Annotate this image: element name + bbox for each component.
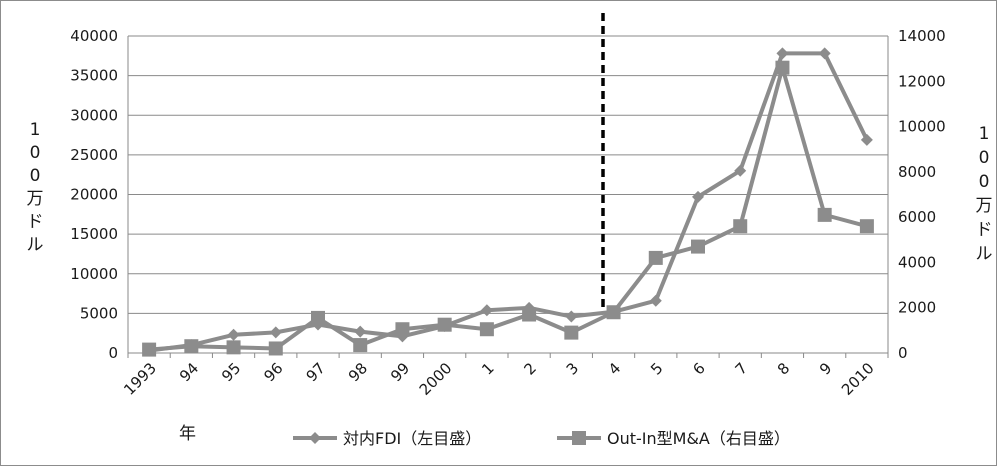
left-axis-ticks: 0 5000 10000 15000 20000 25000 30000 35000 40000 [70,27,118,362]
series-0 [143,47,873,357]
x-tick-label: 1 [478,359,497,378]
diamond-marker [309,432,321,444]
diamond-marker [860,133,873,146]
x-tick-label: 99 [387,359,413,385]
diamond-marker [480,304,493,317]
legend-item-0: 対内FDI（左目盛） [293,429,481,448]
square-marker [142,342,157,357]
x-axis-ticks: 1993 94 95 96 97 98 99 2000 1 2 3 4 5 6 7 8 9 2010 [120,359,878,399]
series [142,47,874,357]
x-tick-label: 1993 [120,359,160,399]
square-marker [564,325,579,340]
x-tick-label: 94 [176,359,202,385]
axis-label-char: 万 [976,196,993,216]
diamond-marker [227,328,240,341]
square-marker [606,305,621,320]
x-tick-label: 96 [260,359,286,385]
diamond-marker [776,47,789,60]
square-marker [572,431,586,445]
square-marker [479,322,494,337]
right-tick-label: 4000 [898,253,936,271]
diamond-marker [649,294,662,307]
axis-label-char: 1 [30,120,41,140]
right-tick-label: 2000 [898,299,936,317]
left-tick-label: 5000 [80,304,118,322]
square-marker [395,322,410,337]
right-axis-label: 1 0 0 万ドル [976,124,993,264]
legend-label: 対内FDI（左目盛） [343,429,481,448]
axis-label-char: 0 [979,148,990,168]
right-tick-label: 14000 [898,27,946,45]
square-marker [648,250,663,265]
diamond-marker [734,164,747,177]
x-tick-label: 9 [816,359,835,378]
x-tick-label: 5 [647,359,666,378]
left-tick-label: 25000 [70,146,118,164]
series-line [148,51,869,353]
axis-label-char: ド [976,220,993,240]
axis-label-char: 0 [979,172,990,192]
right-tick-label: 10000 [898,118,946,136]
square-marker [311,310,325,325]
left-tick-label: 35000 [70,67,118,85]
x-tick-label: 4 [605,359,624,378]
square-marker [691,239,705,254]
x-tick-label: 2 [520,359,539,378]
right-axis-ticks: 0 2000 4000 6000 8000 10000 12000 14000 [898,27,946,362]
diamond-marker [692,190,704,203]
gridlines [128,35,888,354]
square-marker [733,219,748,234]
square-marker [775,60,790,75]
axis-label-char: ル [976,244,993,264]
left-tick-label: 15000 [70,225,118,243]
left-tick-label: 10000 [70,265,118,283]
square-marker [437,317,452,332]
x-axis-label: 年 [179,424,196,444]
axis-label-char: 1 [979,124,990,144]
left-axis-label: 1 0 0 万ドル [27,120,44,255]
right-tick-label: 8000 [898,163,936,181]
x-tick-label: 3 [563,359,582,378]
legend-item-1: Out-In型M&A（右目盛） [557,429,790,448]
square-marker [817,207,832,222]
legend: 対内FDI（左目盛） Out-In型M&A（右目盛） [293,429,790,448]
axis-label-char: 0 [30,143,41,163]
axis-label-char: 万 [27,189,44,209]
axes [127,36,889,358]
diamond-marker [565,310,578,323]
legend-label: Out-In型M&A（右目盛） [607,429,790,448]
square-marker [184,339,199,354]
x-tick-label: 7 [732,359,751,378]
axis-label-char: ル [27,235,44,255]
left-tick-label: 20000 [70,186,118,204]
x-tick-label: 97 [303,359,329,385]
x-tick-label: 98 [345,359,371,385]
right-tick-label: 6000 [898,208,936,226]
diamond-marker [269,326,282,339]
x-tick-label: 8 [774,359,793,378]
square-marker [859,219,874,234]
square-marker [268,341,283,356]
square-marker [353,338,368,353]
left-tick-label: 40000 [70,27,118,45]
diamond-marker [818,47,831,60]
square-marker [522,307,537,322]
series-1 [142,60,874,357]
series-line [148,65,868,352]
right-tick-label: 0 [898,344,908,362]
left-tick-label: 30000 [70,106,118,124]
x-tick-label: 2000 [416,359,456,399]
axis-label-char: ド [27,212,44,232]
diamond-marker [354,325,367,338]
left-tick-label: 0 [108,344,118,362]
axis-label-char: 0 [30,166,41,186]
x-tick-label: 95 [218,359,244,385]
x-tick-label: 6 [689,359,708,378]
square-marker [226,340,241,355]
right-tick-label: 12000 [898,72,946,90]
x-tick-label: 2010 [838,359,878,399]
